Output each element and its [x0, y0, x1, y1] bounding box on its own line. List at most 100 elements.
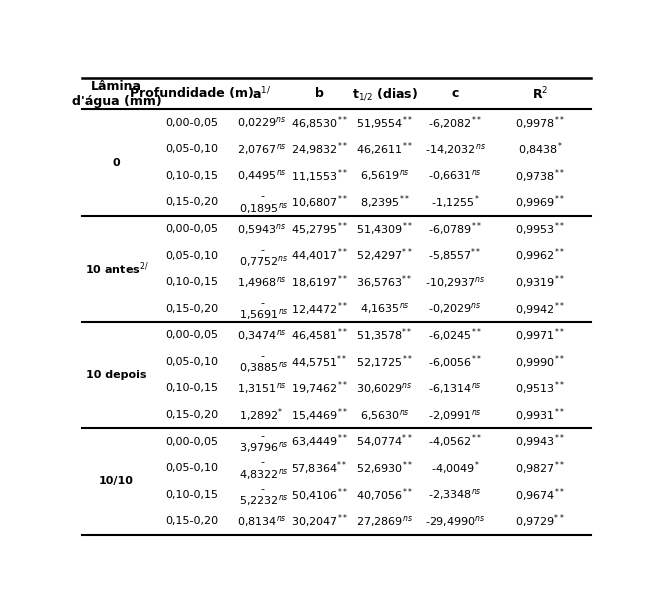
Text: 5,2232$^{ns}$: 5,2232$^{ns}$: [239, 493, 289, 508]
Text: 36,5763$^{**}$: 36,5763$^{**}$: [356, 273, 413, 291]
Text: 46,4581$^{**}$: 46,4581$^{**}$: [291, 327, 348, 344]
Text: a$^{1/}$: a$^{1/}$: [252, 86, 271, 102]
Text: 54,0774$^{**}$: 54,0774$^{**}$: [356, 433, 413, 450]
Text: 52,6930$^{**}$: 52,6930$^{**}$: [356, 459, 413, 477]
Text: -6,2082$^{**}$: -6,2082$^{**}$: [428, 114, 482, 131]
Text: 18,6197$^{**}$: 18,6197$^{**}$: [291, 273, 348, 291]
Text: 0,9971$^{**}$: 0,9971$^{**}$: [515, 327, 566, 344]
Text: R$^{2}$: R$^{2}$: [532, 86, 549, 102]
Text: -6,0789$^{**}$: -6,0789$^{**}$: [428, 220, 482, 238]
Text: 45,2795$^{**}$: 45,2795$^{**}$: [291, 220, 348, 238]
Text: -10,2937$^{ns}$: -10,2937$^{ns}$: [425, 275, 486, 290]
Text: 0,9738$^{**}$: 0,9738$^{**}$: [515, 167, 566, 184]
Text: 15,4469$^{**}$: 15,4469$^{**}$: [291, 406, 348, 424]
Text: 0,9962$^{**}$: 0,9962$^{**}$: [515, 247, 566, 264]
Text: 0,00-0,05: 0,00-0,05: [165, 118, 218, 128]
Text: -: -: [260, 431, 264, 441]
Text: -6,1314$^{ns}$: -6,1314$^{ns}$: [428, 381, 482, 396]
Text: 0,05-0,10: 0,05-0,10: [165, 144, 218, 154]
Text: 0,9943$^{**}$: 0,9943$^{**}$: [515, 433, 566, 450]
Text: 57,8364$^{**}$: 57,8364$^{**}$: [292, 459, 348, 477]
Text: 3,9796$^{ns}$: 3,9796$^{ns}$: [239, 440, 289, 455]
Text: 0,1895$^{ns}$: 0,1895$^{ns}$: [239, 201, 289, 216]
Text: 19,7462$^{**}$: 19,7462$^{**}$: [291, 380, 348, 397]
Text: 0,9978$^{**}$: 0,9978$^{**}$: [515, 114, 566, 131]
Text: 10/10: 10/10: [99, 477, 134, 487]
Text: 10,6807$^{**}$: 10,6807$^{**}$: [291, 193, 348, 211]
Text: -2,0991$^{ns}$: -2,0991$^{ns}$: [428, 408, 482, 422]
Text: 0,10-0,15: 0,10-0,15: [165, 490, 218, 500]
Text: 8,2395$^{**}$: 8,2395$^{**}$: [359, 193, 409, 211]
Text: -2,3348$^{ns}$: -2,3348$^{ns}$: [428, 487, 482, 502]
Text: 51,3578$^{**}$: 51,3578$^{**}$: [356, 327, 413, 344]
Text: 0,9931$^{**}$: 0,9931$^{**}$: [515, 406, 566, 424]
Text: 0,9674$^{**}$: 0,9674$^{**}$: [515, 486, 566, 503]
Text: 0,15-0,20: 0,15-0,20: [165, 198, 218, 208]
Text: -: -: [260, 192, 264, 202]
Text: Lâmina
d'água (mm): Lâmina d'água (mm): [72, 80, 162, 108]
Text: b: b: [315, 87, 324, 101]
Text: 0,9969$^{**}$: 0,9969$^{**}$: [515, 193, 566, 211]
Text: 12,4472$^{**}$: 12,4472$^{**}$: [291, 300, 348, 318]
Text: 0,9942$^{**}$: 0,9942$^{**}$: [515, 300, 566, 318]
Text: 51,4309$^{**}$: 51,4309$^{**}$: [356, 220, 413, 238]
Text: 0,9513$^{**}$: 0,9513$^{**}$: [515, 380, 566, 397]
Text: 1,4968$^{ns}$: 1,4968$^{ns}$: [237, 275, 286, 290]
Text: -4,0562$^{**}$: -4,0562$^{**}$: [428, 433, 482, 450]
Text: 0,15-0,20: 0,15-0,20: [165, 516, 218, 527]
Text: 0,10-0,15: 0,10-0,15: [165, 383, 218, 393]
Text: 0,3474$^{ns}$: 0,3474$^{ns}$: [237, 328, 286, 343]
Text: 0,00-0,05: 0,00-0,05: [165, 224, 218, 234]
Text: 4,1635$^{ns}$: 4,1635$^{ns}$: [359, 301, 409, 316]
Text: 0,00-0,05: 0,00-0,05: [165, 437, 218, 447]
Text: 0,05-0,10: 0,05-0,10: [165, 357, 218, 367]
Text: 10 antes$^{2/}$: 10 antes$^{2/}$: [85, 261, 148, 277]
Text: 52,4297$^{**}$: 52,4297$^{**}$: [356, 247, 413, 264]
Text: 11,1553$^{**}$: 11,1553$^{**}$: [291, 167, 348, 184]
Text: 2,0767$^{ns}$: 2,0767$^{ns}$: [237, 142, 286, 157]
Text: 27,2869$^{ns}$: 27,2869$^{ns}$: [356, 514, 413, 529]
Text: 0,8134$^{ns}$: 0,8134$^{ns}$: [237, 514, 286, 529]
Text: -1,1255$^{*}$: -1,1255$^{*}$: [431, 193, 480, 211]
Text: 0,00-0,05: 0,00-0,05: [165, 330, 218, 340]
Text: -6,0245$^{**}$: -6,0245$^{**}$: [428, 327, 482, 344]
Text: -0,2029$^{ns}$: -0,2029$^{ns}$: [428, 301, 482, 316]
Text: 44,4017$^{**}$: 44,4017$^{**}$: [291, 247, 348, 264]
Text: 0,9319$^{**}$: 0,9319$^{**}$: [515, 273, 566, 291]
Text: 0,15-0,20: 0,15-0,20: [165, 303, 218, 314]
Text: 0,15-0,20: 0,15-0,20: [165, 410, 218, 420]
Text: 40,7056$^{**}$: 40,7056$^{**}$: [356, 486, 413, 503]
Text: 0,9729$^{**}$: 0,9729$^{**}$: [516, 512, 565, 530]
Text: -5,8557$^{**}$: -5,8557$^{**}$: [428, 247, 482, 264]
Text: 44,5751$^{**}$: 44,5751$^{**}$: [292, 353, 348, 371]
Text: 0,10-0,15: 0,10-0,15: [165, 171, 218, 181]
Text: 52,1725$^{**}$: 52,1725$^{**}$: [356, 353, 413, 371]
Text: 0,0229$^{ns}$: 0,0229$^{ns}$: [237, 115, 286, 130]
Text: 1,3151$^{ns}$: 1,3151$^{ns}$: [237, 381, 286, 396]
Text: -: -: [260, 245, 264, 255]
Text: 0,8438$^{*}$: 0,8438$^{*}$: [518, 140, 562, 158]
Text: 0,05-0,10: 0,05-0,10: [165, 250, 218, 261]
Text: 63,4449$^{**}$: 63,4449$^{**}$: [291, 433, 348, 450]
Text: Profundidade (m): Profundidade (m): [129, 87, 254, 101]
Text: 4,8322$^{ns}$: 4,8322$^{ns}$: [239, 466, 289, 481]
Text: -: -: [260, 484, 264, 494]
Text: 30,2047$^{**}$: 30,2047$^{**}$: [291, 512, 348, 530]
Text: 0,7752$^{ns}$: 0,7752$^{ns}$: [239, 254, 289, 269]
Text: -29,4990$^{ns}$: -29,4990$^{ns}$: [425, 514, 486, 529]
Text: 0,9827$^{**}$: 0,9827$^{**}$: [515, 459, 566, 477]
Text: 30,6029$^{ns}$: 30,6029$^{ns}$: [356, 381, 413, 396]
Text: -6,0056$^{**}$: -6,0056$^{**}$: [428, 353, 482, 371]
Text: 6,5630$^{ns}$: 6,5630$^{ns}$: [359, 408, 409, 422]
Text: -14,2032$^{ns}$: -14,2032$^{ns}$: [424, 142, 486, 157]
Text: 6,5619$^{ns}$: 6,5619$^{ns}$: [359, 168, 409, 183]
Text: 46,2611$^{**}$: 46,2611$^{**}$: [356, 140, 413, 158]
Text: 0,4495$^{ns}$: 0,4495$^{ns}$: [237, 168, 286, 183]
Text: 1,2892$^{*}$: 1,2892$^{*}$: [239, 406, 284, 424]
Text: -: -: [260, 458, 264, 467]
Text: 51,9554$^{**}$: 51,9554$^{**}$: [356, 114, 413, 131]
Text: 0,05-0,10: 0,05-0,10: [165, 463, 218, 473]
Text: 0,10-0,15: 0,10-0,15: [165, 277, 218, 287]
Text: -: -: [260, 298, 264, 308]
Text: 1,5691$^{ns}$: 1,5691$^{ns}$: [239, 307, 289, 322]
